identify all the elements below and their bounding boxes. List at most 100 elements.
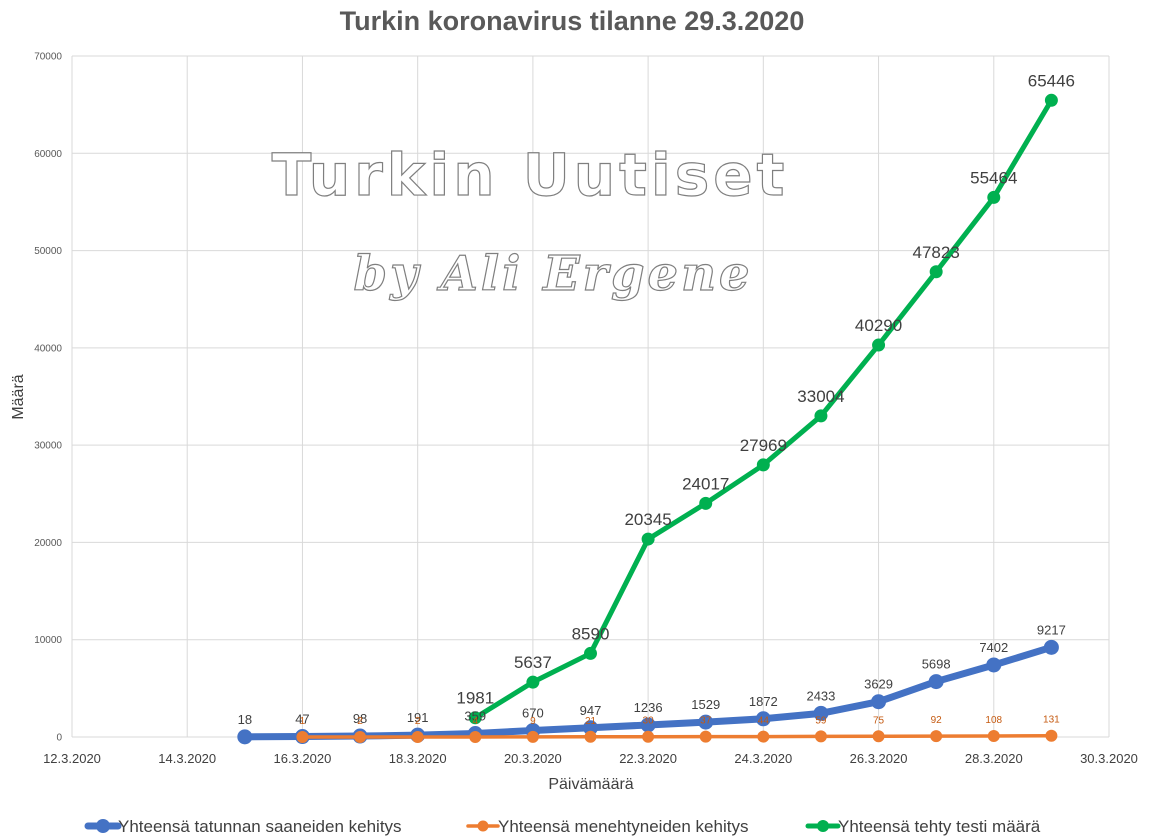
data-point-cases: [237, 729, 253, 745]
data-point-cases: [986, 657, 1002, 673]
x-tick-label: 28.3.2020: [965, 751, 1023, 766]
data-label-tests: 1981: [456, 689, 494, 708]
legend-swatch-marker: [477, 820, 489, 832]
data-point-cases: [813, 705, 829, 721]
data-point-tests: [699, 496, 713, 510]
data-point-deaths: [469, 730, 482, 743]
chart-title: Turkin koronavirus tilanne 29.3.2020: [340, 6, 805, 36]
data-point-tests: [756, 458, 770, 472]
data-label-tests: 24017: [682, 474, 729, 493]
data-point-deaths: [526, 730, 539, 743]
data-label-deaths: 131: [1043, 715, 1060, 726]
data-point-cases: [871, 694, 887, 710]
x-tick-label: 14.3.2020: [158, 751, 216, 766]
data-label-cases: 1872: [749, 694, 778, 709]
series-line-deaths: [300, 733, 1054, 739]
y-tick-label: 60000: [34, 149, 62, 160]
y-tick-label: 50000: [34, 246, 62, 257]
data-point-tests: [641, 532, 655, 546]
y-tick-label: 20000: [34, 538, 62, 549]
data-point-tests: [526, 675, 540, 689]
data-label-tests: 40290: [855, 316, 902, 335]
data-label-cases: 3629: [864, 677, 893, 692]
y-tick-label: 10000: [34, 635, 62, 646]
data-label-cases: 47: [295, 712, 309, 727]
data-point-deaths: [411, 730, 424, 743]
legend-label: Yhteensä tehty testi määrä: [838, 817, 1041, 836]
legend-item-tests: Yhteensä tehty testi määrä: [805, 817, 1041, 836]
data-point-deaths: [930, 730, 943, 743]
x-tick-label: 24.3.2020: [734, 751, 792, 766]
data-point-deaths: [296, 730, 309, 743]
data-point-deaths: [354, 730, 367, 743]
data-label-tests: 20345: [624, 510, 671, 529]
series-deaths: [296, 729, 1058, 743]
watermark-title: Turkin Uutiset: [272, 141, 789, 209]
x-tick-label: 30.3.2020: [1080, 751, 1138, 766]
y-axis-label: Määrä: [10, 374, 27, 419]
data-point-tests: [584, 646, 597, 660]
data-label-deaths: 4: [472, 716, 478, 727]
data-point-cases: [755, 711, 771, 727]
data-label-tests: 65446: [1028, 71, 1075, 90]
legend-label: Yhteensä menehtyneiden kehitys: [498, 817, 748, 836]
data-label-cases: 18: [238, 712, 252, 727]
data-label-tests: 33004: [797, 387, 844, 406]
data-labels: 18 47 98 191 359 670 947 1236 1529 1872 2433 3629 56…: [238, 71, 1075, 727]
data-label-cases: 1236: [634, 700, 663, 715]
data-point-tests: [814, 409, 828, 423]
x-tick-label: 16.3.2020: [274, 751, 332, 766]
data-label-deaths: 75: [873, 715, 885, 726]
data-point-deaths: [584, 730, 597, 743]
data-label-deaths: 59: [815, 715, 827, 726]
data-label-tests: 5637: [514, 653, 552, 672]
data-label-tests: 47823: [913, 243, 960, 262]
x-tick-label: 18.3.2020: [389, 751, 447, 766]
data-label-deaths: 9: [530, 716, 536, 727]
data-label-deaths: 2: [415, 716, 421, 727]
data-point-tests: [468, 711, 482, 725]
data-label-deaths: 2: [357, 716, 363, 727]
y-tick-label: 30000: [34, 441, 62, 452]
data-point-tests: [1044, 93, 1058, 107]
x-axis-label: Päivämäärä: [548, 776, 633, 793]
data-label-deaths: 92: [931, 715, 943, 726]
x-tick-label: 12.3.2020: [43, 751, 101, 766]
data-point-cases: [928, 674, 944, 690]
data-label-cases: 5698: [922, 657, 951, 672]
series: [237, 93, 1059, 745]
data-label-cases: 98: [353, 711, 367, 726]
data-point-deaths: [699, 730, 712, 743]
legend-item-cases: Yhteensä tatunnan saaneiden kehitys: [84, 817, 402, 836]
data-point-deaths: [757, 730, 770, 743]
series-tests: [468, 93, 1058, 725]
data-label-deaths: 44: [758, 716, 770, 727]
data-label-tests: 8590: [572, 624, 610, 643]
data-point-deaths: [642, 730, 655, 743]
data-point-deaths: [987, 729, 1000, 742]
data-point-deaths: [814, 730, 827, 743]
y-tick-label: 0: [56, 733, 62, 744]
data-label-cases: 947: [580, 703, 602, 718]
legend-item-deaths: Yhteensä menehtyneiden kehitys: [466, 817, 748, 836]
data-label-deaths: 30: [643, 716, 655, 727]
data-label-cases: 9217: [1037, 622, 1066, 637]
data-label-cases: 2433: [806, 688, 835, 703]
x-axis-ticks: 12.3.2020 14.3.2020 16.3.2020 18.3.2020 20.3…: [43, 751, 1138, 766]
x-tick-label: 22.3.2020: [619, 751, 677, 766]
data-label-deaths: 21: [585, 716, 597, 727]
legend-label: Yhteensä tatunnan saaneiden kehitys: [118, 817, 402, 836]
watermark-byline: by Ali Ergene: [354, 246, 753, 302]
data-label-tests: 55464: [970, 168, 1017, 187]
data-label-cases: 7402: [979, 640, 1008, 655]
y-tick-label: 70000: [34, 52, 62, 63]
data-label-deaths: 108: [985, 715, 1002, 726]
data-point-cases: [698, 714, 714, 730]
x-tick-label: 20.3.2020: [504, 751, 562, 766]
y-axis-ticks: 0 10000 20000 30000 40000 50000 60000 70000: [34, 52, 62, 744]
y-tick-label: 40000: [34, 343, 62, 354]
data-label-deaths: 37: [700, 716, 712, 727]
data-label-cases: 1529: [691, 697, 720, 712]
data-point-tests: [987, 190, 1001, 204]
